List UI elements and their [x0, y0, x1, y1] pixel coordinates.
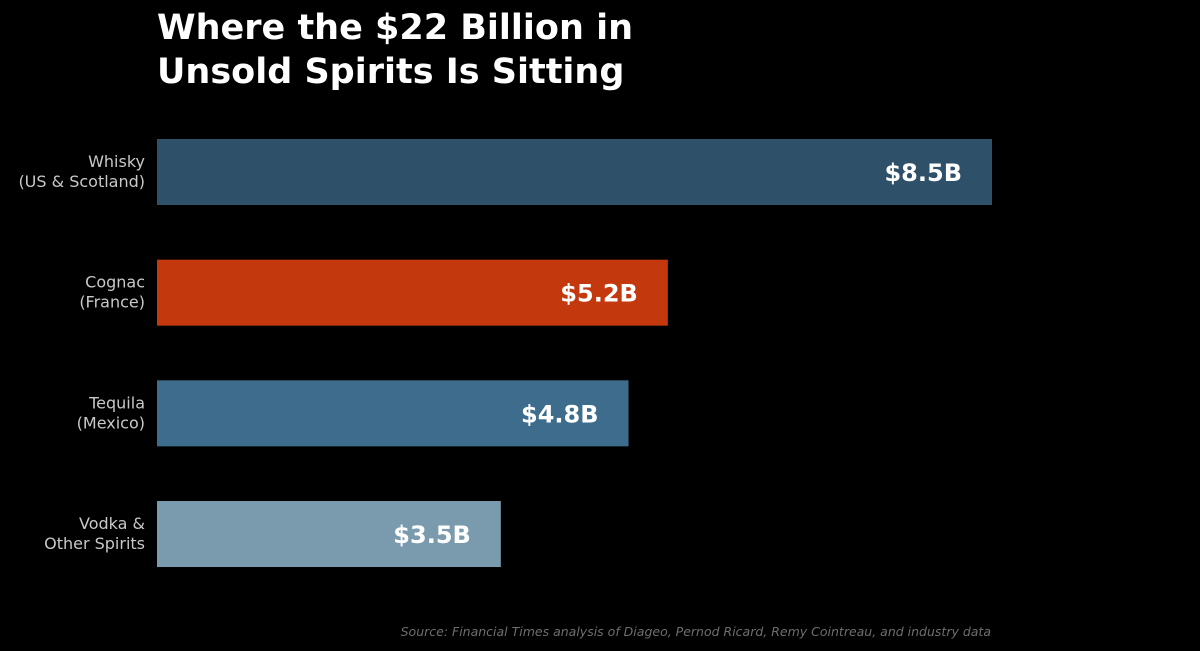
category-label-cognac: Cognac (France): [79, 273, 145, 312]
bar-tequila: [157, 380, 629, 447]
source-note: Source: Financial Times analysis of Diag…: [400, 624, 991, 639]
bar-whisky: [157, 139, 992, 205]
category-label-tequila: Tequila (Mexico): [77, 393, 145, 432]
category-label-whisky: Whisky (US & Scotland): [18, 152, 145, 191]
bar-cognac: [157, 259, 668, 326]
value-label-tequila: $4.8B: [521, 400, 599, 428]
chart-title: Where the $22 Billion in Unsold Spirits …: [157, 8, 633, 92]
value-label-cognac: $5.2B: [560, 280, 638, 308]
category-label-vodka: Vodka & Other Spirits: [44, 514, 145, 553]
value-label-whisky: $8.5B: [884, 159, 962, 187]
bar-vodka: [157, 501, 501, 568]
value-label-vodka: $3.5B: [393, 521, 471, 549]
